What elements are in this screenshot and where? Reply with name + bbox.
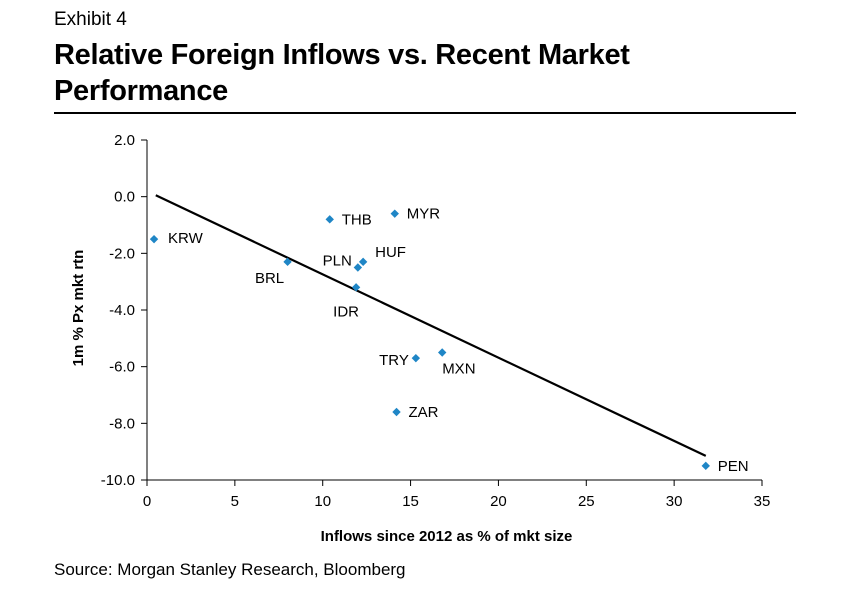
chart-title: Relative Foreign Inflows vs. Recent Mark… <box>54 37 774 109</box>
x-tick-label: 10 <box>314 493 331 510</box>
y-tick-label: -4.0 <box>109 302 135 319</box>
y-tick-labels: 2.0 0.0 -2.0 -4.0 -6.0 -8.0 -10.0 <box>101 132 135 489</box>
y-tick-label: -6.0 <box>109 359 135 376</box>
trendline <box>155 194 707 457</box>
data-point-huf <box>358 257 368 267</box>
x-axis-label: Inflows since 2012 as % of mkt size <box>321 528 573 545</box>
point-label-pen: PEN <box>718 458 749 475</box>
axes <box>141 139 763 486</box>
data-point-krw <box>149 234 159 244</box>
exhibit-label: Exhibit 4 <box>54 9 127 30</box>
point-label-pln: PLN <box>323 253 352 270</box>
title-line-2: Performance <box>54 75 228 107</box>
x-tick-label: 15 <box>402 493 419 510</box>
source-note: Source: Morgan Stanley Research, Bloombe… <box>54 560 406 579</box>
point-labels: KRW BRL THB MYR PLN HUF IDR TRY MXN ZAR PEN <box>168 206 749 475</box>
y-tick-label: -8.0 <box>109 415 135 432</box>
data-point-idr <box>351 283 361 292</box>
y-tick-label: 0.0 <box>114 189 135 206</box>
data-point-pen <box>701 461 710 471</box>
point-label-mxn: MXN <box>442 361 475 378</box>
x-tick-label: 20 <box>490 493 507 510</box>
data-point-myr <box>390 209 399 218</box>
data-point-pln <box>353 263 363 272</box>
x-tick-label: 25 <box>578 493 595 510</box>
y-tick-label: -2.0 <box>109 245 135 262</box>
y-tick-label: 2.0 <box>114 132 135 149</box>
point-label-zar: ZAR <box>409 404 439 421</box>
point-label-thb: THB <box>342 211 372 228</box>
y-axis-label: 1m % Px mkt rtn <box>70 250 87 367</box>
data-point-thb <box>325 215 334 224</box>
data-point-brl <box>283 257 292 267</box>
data-points <box>149 209 710 471</box>
trendline-layer <box>155 194 707 457</box>
title-line-1: Relative Foreign Inflows vs. Recent Mark… <box>54 39 630 71</box>
title-divider <box>54 112 796 114</box>
point-label-huf: HUF <box>375 244 406 261</box>
y-tick-label: -10.0 <box>101 472 135 489</box>
x-tick-label: 35 <box>754 493 771 510</box>
data-point-mxn <box>438 348 447 357</box>
x-tick-label: 0 <box>143 493 151 510</box>
data-point-try <box>411 353 421 363</box>
x-tick-label: 5 <box>231 493 239 510</box>
x-tick-label: 30 <box>666 493 683 510</box>
point-label-brl: BRL <box>255 270 284 287</box>
x-tick-labels: 0 5 10 15 20 25 30 35 <box>143 493 771 510</box>
point-label-krw: KRW <box>168 230 204 247</box>
data-point-zar <box>392 407 401 417</box>
point-label-try: TRY <box>379 352 409 369</box>
point-label-myr: MYR <box>407 206 441 223</box>
point-label-idr: IDR <box>333 303 359 320</box>
